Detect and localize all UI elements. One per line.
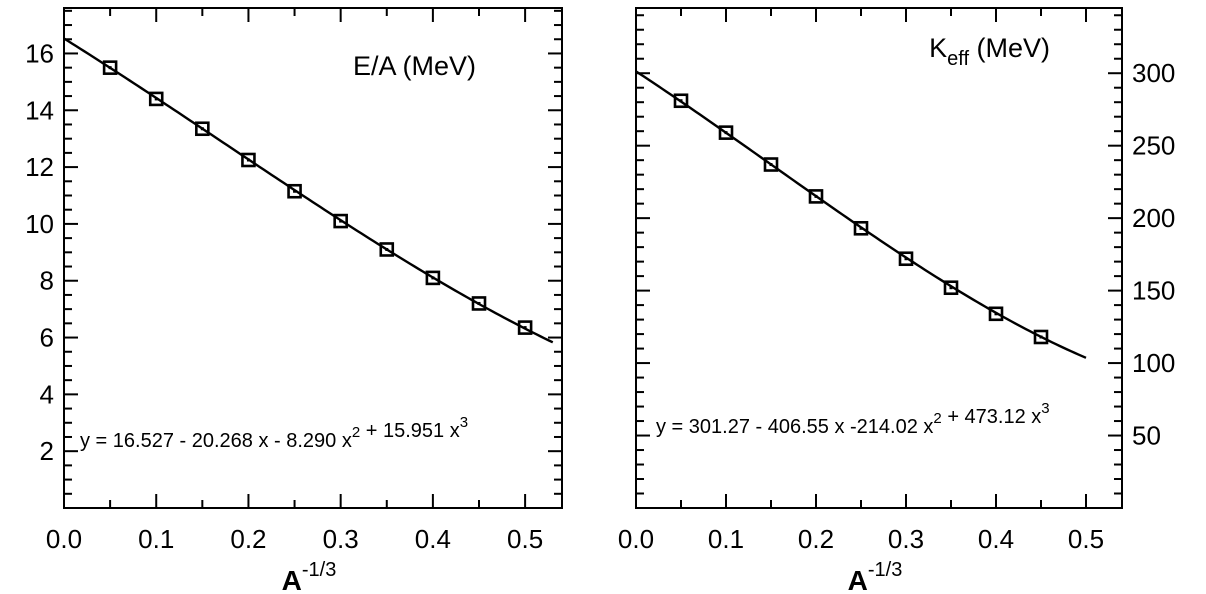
y-tick-label: 2 bbox=[40, 436, 54, 466]
data-point bbox=[943, 280, 959, 296]
data-point-center bbox=[246, 158, 250, 162]
data-point-box bbox=[763, 157, 779, 172]
y-tick-label: 10 bbox=[25, 209, 54, 239]
data-point bbox=[988, 306, 1004, 322]
data-point-center bbox=[339, 219, 343, 223]
data-point-box bbox=[425, 270, 441, 286]
data-point-center bbox=[108, 66, 112, 70]
data-point-box bbox=[195, 121, 210, 137]
x-axis-title: A-1/3 bbox=[848, 559, 903, 594]
data-point-center bbox=[949, 286, 953, 290]
data-point-center bbox=[904, 257, 908, 261]
data-point bbox=[425, 270, 441, 286]
data-point bbox=[333, 213, 348, 229]
y-tick-label: 200 bbox=[1132, 203, 1175, 233]
data-point-center bbox=[293, 189, 297, 193]
data-point-center bbox=[994, 312, 998, 316]
data-point-center bbox=[477, 301, 481, 305]
fit-equation: y = 301.27 - 406.55 x -214.02 x2 + 473.1… bbox=[656, 400, 1050, 438]
x-tick-label: 0.2 bbox=[230, 524, 266, 554]
y-tick-label: 4 bbox=[40, 379, 54, 409]
data-point-center bbox=[431, 276, 435, 280]
data-point-box bbox=[517, 320, 533, 335]
data-point bbox=[379, 242, 395, 257]
compression-panel: 0.0 0.1 0.2 0.3 0.4 0.5 50 100 150 200 250 300 A-1/3… bbox=[618, 7, 1175, 594]
data-point-box bbox=[943, 280, 959, 296]
x-tick-label: 0.3 bbox=[888, 524, 924, 554]
y-tick-label: 150 bbox=[1132, 276, 1175, 306]
fit-equation: y = 16.527 - 20.268 x - 8.290 x2 + 15.95… bbox=[80, 414, 468, 452]
data-point-center bbox=[523, 326, 527, 330]
x-tick-label: 0.1 bbox=[138, 524, 174, 554]
data-point bbox=[718, 125, 734, 140]
data-point-box bbox=[853, 220, 869, 236]
panel-title: Keff (MeV) bbox=[929, 33, 1050, 70]
y-tick-label: 6 bbox=[40, 323, 54, 353]
data-point bbox=[102, 60, 118, 75]
data-point bbox=[763, 157, 779, 172]
data-point-box bbox=[241, 152, 256, 168]
data-point-center bbox=[154, 97, 158, 101]
x-tick-label: 0.2 bbox=[798, 524, 834, 554]
data-point-box bbox=[808, 189, 824, 204]
data-point bbox=[898, 251, 914, 267]
data-point-center bbox=[385, 247, 389, 251]
data-point-center bbox=[769, 163, 773, 167]
data-point bbox=[808, 189, 824, 204]
y-tick-label: 250 bbox=[1132, 131, 1175, 161]
data-point-box bbox=[988, 306, 1004, 322]
y-tick-label: 12 bbox=[25, 152, 54, 182]
data-point-center bbox=[1039, 335, 1043, 339]
data-point bbox=[853, 220, 869, 236]
data-point bbox=[517, 320, 533, 335]
data-point-box bbox=[333, 213, 348, 229]
data-point bbox=[471, 296, 487, 311]
data-point bbox=[148, 91, 164, 107]
data-point-box bbox=[148, 91, 164, 107]
data-point-center bbox=[814, 194, 818, 198]
plot-frame bbox=[635, 7, 1123, 509]
x-tick-label: 0.5 bbox=[1068, 524, 1104, 554]
data-point-center bbox=[200, 127, 204, 131]
panel-title: E/A (MeV) bbox=[353, 51, 476, 81]
data-point-box bbox=[673, 93, 689, 109]
x-tick-label: 0.5 bbox=[507, 524, 543, 554]
fit-curve bbox=[63, 37, 554, 344]
data-point-box bbox=[102, 60, 118, 75]
x-tick-label: 0.4 bbox=[415, 524, 451, 554]
data-point-box bbox=[379, 242, 395, 257]
x-tick-label: 0.0 bbox=[618, 524, 654, 554]
data-point-center bbox=[859, 226, 863, 230]
data-point bbox=[1033, 329, 1049, 345]
data-point bbox=[195, 121, 210, 137]
fit-curve bbox=[635, 70, 1087, 359]
x-tick-label: 0.0 bbox=[46, 524, 82, 554]
data-point bbox=[673, 93, 689, 109]
data-point bbox=[241, 152, 256, 168]
data-point-box bbox=[1033, 329, 1049, 345]
y-tick-label: 8 bbox=[40, 266, 54, 296]
data-point bbox=[287, 183, 302, 199]
y-tick-label: 300 bbox=[1132, 58, 1175, 88]
data-point-center bbox=[679, 99, 683, 103]
x-axis-title: A-1/3 bbox=[282, 559, 337, 594]
data-point-box bbox=[718, 125, 734, 140]
data-point-box bbox=[287, 183, 302, 199]
data-point-center bbox=[724, 131, 728, 135]
x-tick-label: 0.3 bbox=[323, 524, 359, 554]
data-point-box bbox=[898, 251, 914, 267]
y-tick-label: 50 bbox=[1132, 421, 1161, 451]
x-tick-label: 0.1 bbox=[708, 524, 744, 554]
energy-panel: 0.0 0.1 0.2 0.3 0.4 0.5 2 4 6 8 10 12 14 16 A-1/3 E/A (… bbox=[25, 7, 563, 594]
plot-frame bbox=[63, 7, 563, 509]
data-point-box bbox=[471, 296, 487, 311]
y-tick-label: 16 bbox=[25, 38, 54, 68]
y-tick-label: 14 bbox=[25, 95, 54, 125]
y-tick-label: 100 bbox=[1132, 348, 1175, 378]
x-tick-label: 0.4 bbox=[978, 524, 1014, 554]
